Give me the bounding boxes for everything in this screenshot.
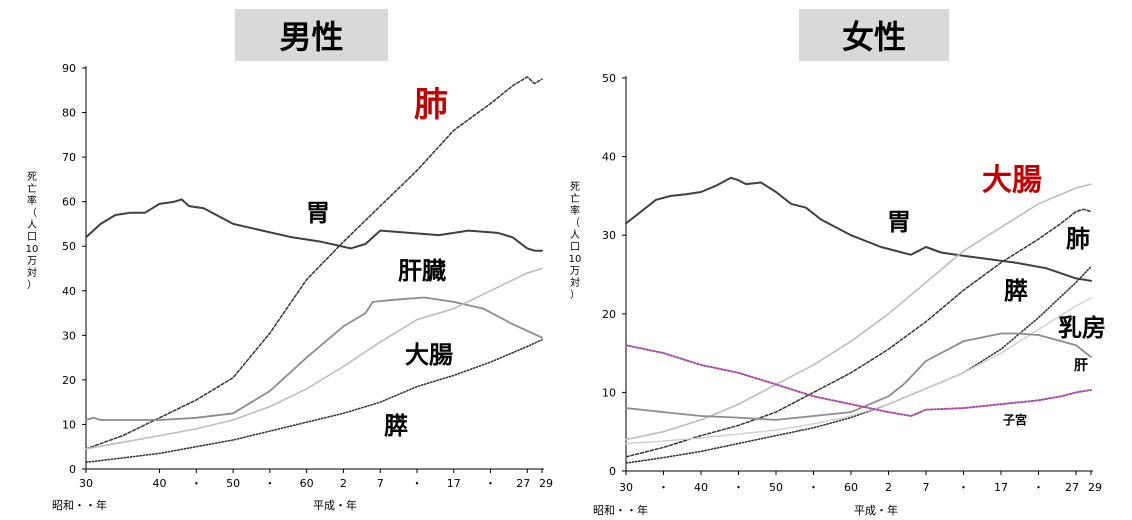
series-label-膵: 膵: [1004, 277, 1028, 305]
y-tick-label: 20: [62, 374, 76, 387]
y-tick-label: 50: [62, 240, 76, 253]
y-axis-label: 死亡率（人口 10 万対）: [569, 182, 582, 301]
x-tick-label: 29: [1088, 481, 1102, 494]
series-line-膵: [625, 265, 1092, 464]
x-tick-label: 50: [226, 477, 240, 490]
x-era-label-showa: 昭和・・年: [593, 503, 648, 517]
x-tick-label: ・: [808, 481, 819, 494]
series-line-膵: [85, 338, 543, 464]
x-tick-label: 17: [994, 481, 1008, 494]
series-label-大腸: 大腸: [982, 163, 1042, 198]
y-tick-label: 10: [62, 418, 76, 431]
series-line-肝臓: [85, 296, 543, 421]
y-tick-label: 30: [62, 329, 76, 342]
series-label-子宮: 子宮: [1003, 412, 1027, 427]
series-line-大腸: [625, 183, 1092, 441]
x-tick-label: 7: [377, 477, 384, 490]
x-tick-label: 7: [923, 481, 930, 494]
series-line-肺: [625, 208, 1092, 458]
x-tick-label: ・: [658, 481, 669, 494]
series-label-胃: 胃: [887, 208, 911, 236]
y-axis-label: 死亡率（人口 10 万対）: [26, 172, 39, 291]
x-tick-label: 2: [885, 481, 892, 494]
series-label-大腸: 大腸: [405, 341, 453, 369]
x-tick-label: 2: [340, 477, 347, 490]
x-tick-label: 50: [769, 481, 783, 494]
series-line-肺: [85, 76, 543, 450]
x-tick-label: 30: [79, 477, 93, 490]
y-tick-label: 10: [602, 386, 616, 399]
x-tick-label: ・: [958, 481, 969, 494]
x-era-label-showa: 昭和・・年: [52, 498, 107, 512]
series-label-肝: 肝: [1074, 358, 1088, 374]
x-tick-label: 17: [447, 477, 461, 490]
x-tick-label: 27: [1065, 481, 1079, 494]
series-label-肝臓: 肝臓: [398, 257, 446, 285]
series-line-胃: [85, 198, 543, 252]
x-tick-label: ・: [411, 477, 422, 490]
series-line-子宮: [625, 344, 1092, 417]
y-tick-label: 70: [62, 151, 76, 164]
y-tick-label: 90: [62, 62, 76, 75]
x-tick-label: 27: [516, 477, 530, 490]
series-label-胃: 胃: [306, 199, 330, 227]
x-tick-label: 60: [300, 477, 314, 490]
x-era-label-heisei: 平成・年: [854, 503, 898, 517]
y-tick-label: 0: [609, 465, 616, 478]
y-tick-label: 40: [602, 151, 616, 164]
y-tick-label: 60: [62, 196, 76, 209]
y-tick-label: 40: [62, 285, 76, 298]
series-line-大腸: [85, 267, 543, 450]
x-tick-label: 40: [153, 477, 167, 490]
y-tick-label: 50: [602, 72, 616, 85]
x-tick-label: 40: [694, 481, 708, 494]
series-label-肺: 肺: [414, 85, 448, 125]
x-tick-label: 60: [844, 481, 858, 494]
series-label-肺: 肺: [1066, 225, 1090, 253]
x-tick-label: ・: [485, 477, 496, 490]
x-tick-label: ・: [733, 481, 744, 494]
y-tick-label: 0: [69, 463, 76, 476]
x-tick-label: 29: [539, 477, 553, 490]
x-era-label-heisei: 平成・年: [313, 498, 357, 512]
series-line-肝: [625, 332, 1092, 421]
y-tick-label: 80: [62, 107, 76, 120]
x-tick-label: 30: [619, 481, 633, 494]
x-tick-label: ・: [264, 477, 275, 490]
female-panel-title: 女性: [799, 9, 949, 61]
series-line-胃: [625, 176, 1092, 282]
series-line-乳房: [625, 297, 1092, 445]
series-label-乳房: 乳房: [1058, 314, 1106, 342]
x-tick-label: ・: [1033, 481, 1044, 494]
x-tick-label: ・: [191, 477, 202, 490]
series-label-膵: 膵: [384, 412, 408, 440]
y-tick-label: 30: [602, 229, 616, 242]
y-tick-label: 20: [602, 308, 616, 321]
male-panel-title: 男性: [235, 9, 388, 61]
